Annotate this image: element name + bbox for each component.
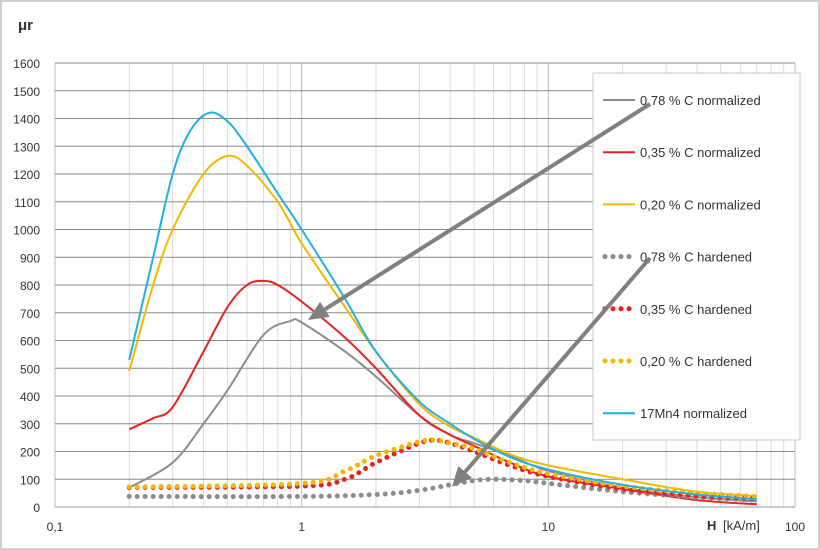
x-axis-label-unit: [kA/m] xyxy=(723,518,760,533)
y-tick-label: 1000 xyxy=(13,224,40,238)
x-tick-label: 100 xyxy=(785,520,805,534)
y-tick-label: 300 xyxy=(20,418,40,432)
x-tick-label: 0,1 xyxy=(47,520,64,534)
y-tick-label: 1200 xyxy=(13,168,40,182)
y-tick-label: 500 xyxy=(20,362,40,376)
y-tick-label: 0 xyxy=(33,501,40,515)
series-lines xyxy=(126,111,760,506)
legend-label: 17Mn4 normalized xyxy=(640,406,747,421)
series-line-0-20-c-hardened xyxy=(126,437,760,499)
y-tick-label: 900 xyxy=(20,251,40,265)
y-tick-label: 400 xyxy=(20,390,40,404)
legend-label: 0,35 % C hardened xyxy=(640,302,752,317)
y-tick-label: 1100 xyxy=(14,196,40,210)
y-tick-label: 200 xyxy=(20,446,40,460)
y-tick-label: 600 xyxy=(20,335,40,349)
y-tick-labels: 0 100 200 300 400 500 600 700 800 900 1000 1100 1200… xyxy=(13,57,40,515)
grid xyxy=(54,62,796,508)
legend-label: 0,78 % C normalized xyxy=(640,93,761,108)
series-line-0-78-c-hardened xyxy=(126,476,760,503)
series-line-0-20-c-normalized xyxy=(128,154,757,497)
x-tick-label: 10 xyxy=(542,520,556,534)
y-tick-label: 1400 xyxy=(13,113,40,127)
annotation-arrow-shaft xyxy=(323,102,652,312)
legend-label: 0,78 % C hardened xyxy=(640,250,752,265)
x-tick-label: 1 xyxy=(298,520,305,534)
x-axis-label: H [kA/m] xyxy=(707,518,760,533)
annotation-arrow-shaft xyxy=(463,256,652,474)
legend-label: 0,20 % C hardened xyxy=(640,354,752,369)
y-tick-label: 800 xyxy=(20,279,40,293)
annotation-arrow-head xyxy=(308,301,330,320)
y-tick-label: 100 xyxy=(20,473,40,487)
y-tick-label: 700 xyxy=(20,307,40,321)
x-axis-label-symbol: H xyxy=(707,518,716,533)
series-line-17mn4-normalized xyxy=(128,111,757,501)
y-axis-label: μr xyxy=(18,17,33,34)
x-tick-labels: 0,1 1 10 100 xyxy=(47,520,806,534)
y-tick-label: 1600 xyxy=(13,57,40,71)
y-tick-label: 1300 xyxy=(13,140,40,154)
legend-label: 0,20 % C normalized xyxy=(640,197,761,212)
y-tick-label: 1500 xyxy=(13,85,40,99)
annotation-arrow-head xyxy=(452,465,472,487)
legend: 0,78 % C normalized 0,35 % C normalized 0,… xyxy=(592,72,801,441)
legend-label: 0,35 % C normalized xyxy=(640,145,761,160)
annotation-arrows xyxy=(308,102,652,487)
